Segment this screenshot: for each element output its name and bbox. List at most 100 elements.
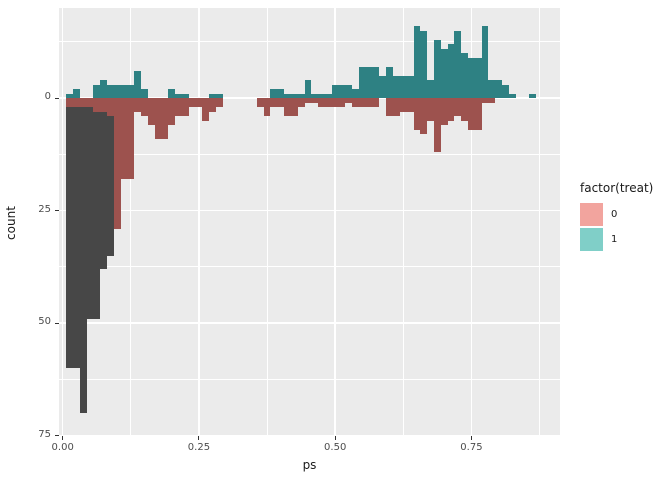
bar-control-matched [433, 98, 441, 152]
bar-treated [440, 48, 448, 98]
legend-title: factor(treat) [580, 181, 654, 195]
legend-label-1: 1 [611, 234, 618, 245]
bar-control-matched [365, 98, 373, 107]
bar-treated [352, 89, 360, 98]
bar-control-matched [386, 98, 394, 116]
bar-control-matched [290, 98, 298, 116]
bar-control-matched [440, 98, 448, 125]
bar-control-unmatched [79, 98, 87, 413]
bar-control-matched [181, 98, 189, 116]
bar-control-matched [147, 98, 155, 125]
bar-control-matched [120, 98, 128, 179]
x-major-gridline [61, 8, 64, 436]
bar-control-matched [66, 98, 73, 107]
bar-treated [209, 93, 216, 98]
bar-treated [345, 84, 353, 98]
x-tick-label: 0.00 [51, 442, 74, 453]
x-minor-gridline [539, 8, 541, 436]
bar-treated [399, 75, 407, 98]
bar-treated [311, 93, 319, 98]
legend-entry-treated: 1 [580, 228, 672, 251]
bar-treated [284, 93, 291, 98]
bar-control-matched [154, 98, 162, 139]
bar-treated [454, 30, 462, 98]
y-tick-label: 25 [38, 203, 51, 215]
x-tick-mark [198, 436, 200, 440]
y-tick-label: 0 [44, 91, 51, 102]
bar-control-matched [406, 98, 414, 112]
bar-treated [508, 93, 516, 98]
bar-treated [433, 39, 441, 98]
x-minor-gridline [402, 8, 404, 436]
bar-treated [474, 57, 482, 98]
bar-control-unmatched [66, 98, 73, 368]
x-tick-mark [334, 436, 336, 440]
bar-treated [393, 75, 400, 98]
bar-treated [379, 75, 387, 98]
y-tick-mark [55, 435, 59, 436]
bar-treated [324, 93, 332, 98]
bar-control-matched [106, 98, 114, 116]
bar-control-matched [188, 98, 196, 107]
bar-control-matched [134, 98, 142, 112]
bar-treated [66, 93, 73, 98]
y-major-gridline [59, 322, 560, 324]
bar-treated [72, 89, 80, 98]
bar-control-matched [195, 98, 203, 107]
bar-control-matched [468, 98, 475, 130]
bar-control-matched [331, 98, 339, 107]
bar-control-matched [324, 98, 332, 107]
bar-treated [141, 89, 148, 98]
bar-control-matched [277, 98, 285, 107]
bar-treated [181, 93, 189, 98]
bar-control-matched [338, 98, 346, 107]
bar-control-matched [372, 98, 380, 107]
bar-control-matched [352, 98, 360, 107]
bar-treated [481, 26, 489, 98]
y-major-gridline [59, 209, 560, 212]
y-minor-gridline [59, 153, 560, 155]
bar-treated [495, 80, 503, 98]
bar-treated [100, 80, 107, 98]
bar-treated [318, 93, 325, 98]
x-minor-gridline [130, 8, 132, 436]
bar-treated [420, 30, 428, 98]
bar-control-matched [270, 98, 278, 107]
bar-control-matched [209, 98, 216, 112]
bar-control-matched [420, 98, 428, 134]
bar-control-matched [141, 98, 148, 116]
legend-label-0: 0 [611, 209, 618, 220]
bar-treated [304, 80, 312, 98]
bar-control-matched [297, 98, 305, 107]
bar-control-unmatched [100, 98, 107, 269]
bar-control-matched [488, 98, 496, 103]
bar-treated [502, 84, 509, 98]
bar-treated [175, 93, 182, 98]
bar-treated [297, 93, 305, 98]
bar-treated [290, 93, 298, 98]
y-major-gridline [59, 434, 560, 436]
bar-control-matched [413, 98, 421, 130]
bar-control-matched [447, 98, 455, 121]
bar-treated [215, 93, 223, 98]
bar-treated [338, 84, 346, 98]
y-tick-mark [55, 97, 59, 99]
bar-treated [120, 84, 128, 98]
legend-entry-control: 0 [580, 203, 672, 226]
y-minor-gridline [59, 378, 560, 380]
y-minor-gridline [59, 41, 560, 43]
bar-control-matched [304, 98, 312, 103]
bar-treated [461, 53, 469, 98]
bar-control-matched [359, 98, 366, 107]
bar-control-matched [399, 98, 407, 112]
bar-control-matched [202, 98, 210, 121]
bar-treated [106, 84, 114, 98]
y-tick-mark [55, 210, 59, 211]
bar-control-matched [113, 98, 121, 229]
bar-treated [365, 66, 373, 98]
bar-treated [386, 66, 394, 98]
bar-treated [113, 84, 121, 98]
bar-control-matched [100, 98, 107, 112]
y-tick-label: 50 [38, 316, 51, 327]
bar-control-matched [215, 98, 223, 107]
